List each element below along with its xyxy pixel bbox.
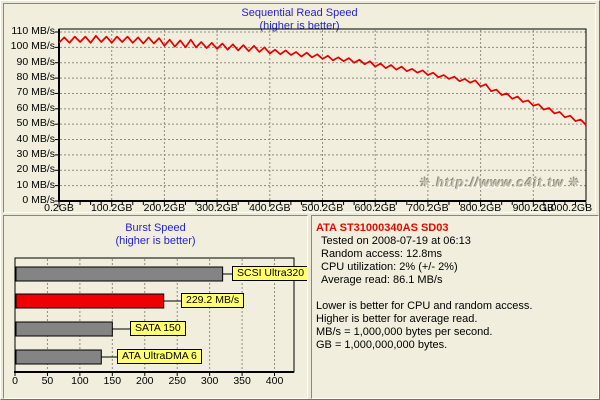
burst-bar: [15, 293, 165, 309]
burst-chart-subtitle: (higher is better): [115, 235, 196, 247]
burst-x-tick-label: 50: [41, 375, 54, 387]
x-axis-tick-label: 800.2GB: [459, 202, 502, 213]
note-mbs-definition: MB/s = 1,000,000 bytes per second.: [316, 326, 493, 338]
drive-model-title: ATA ST31000340AS SD03: [316, 222, 449, 234]
burst-bar: [15, 266, 224, 282]
read-chart-title: Sequential Read Speed: [241, 7, 358, 19]
x-axis-tick-label: 0.2GB: [44, 202, 74, 213]
sequential-read-chart-panel: Sequential Read Speed (higher is better)…: [3, 3, 596, 213]
burst-speed-chart-panel: Burst Speed (higher is better) 0 50 100 150…: [3, 215, 308, 399]
y-axis-tick-label: 20 MB/s: [16, 163, 55, 176]
burst-speed-plot: [14, 257, 295, 376]
burst-reference-label: ATA UltraDMA 6: [117, 349, 202, 364]
y-axis-tick-label: 10 MB/s: [16, 178, 55, 191]
burst-reference-label: SATA 150: [130, 321, 186, 336]
burst-x-tick-label: 250: [168, 375, 186, 387]
burst-chart-title: Burst Speed: [125, 222, 186, 234]
y-axis-tick-label: 0 MB/s: [22, 194, 55, 206]
info-random-access: Random access: 12.8ms: [321, 248, 443, 260]
read-speed-line: [58, 34, 587, 126]
burst-x-tick-label: 350: [233, 375, 251, 387]
read-speed-plot: [55, 28, 587, 207]
x-axis-tick-label: 300.2GB: [196, 202, 238, 213]
info-spacer: [316, 287, 594, 300]
y-axis-tick-label: 60 MB/s: [16, 101, 55, 114]
x-axis-tick-label: 400.2GB: [249, 202, 291, 213]
note-lower-better: Lower is better for CPU and random acces…: [316, 300, 533, 312]
x-axis-tick-label: 100.2GB: [90, 202, 133, 213]
drive-info-panel: ATA ST31000340AS SD03 Tested on 2008-07-…: [311, 215, 599, 399]
y-axis-tick-label: 100 MB/s: [10, 40, 55, 53]
note-gb-definition: GB = 1,000,000,000 bytes.: [316, 339, 448, 351]
burst-x-tick-label: 100: [71, 375, 89, 387]
y-axis-tick-label: 30 MB/s: [16, 147, 55, 160]
burst-bar: [15, 321, 113, 337]
y-axis-tick-label: 40 MB/s: [16, 132, 55, 145]
y-axis-tick-label: 70 MB/s: [16, 86, 55, 99]
burst-x-tick-label: 400: [265, 375, 284, 387]
x-axis-tick-label: 500.2GB: [301, 202, 344, 213]
burst-x-tick-label: 200: [136, 375, 154, 387]
y-axis-tick-label: 50 MB/s: [16, 117, 55, 130]
info-cpu-utilization: CPU utilization: 2% (+/- 2%): [321, 261, 458, 273]
x-axis-tick-label: 200.2GB: [143, 202, 186, 213]
info-average-read: Average read: 86.1 MB/s: [321, 274, 443, 286]
watermark: ❋ http://www.c4it.tw ❋: [419, 175, 581, 190]
x-axis-tick-label: 600.2GB: [354, 202, 396, 213]
y-axis-tick-label: 90 MB/s: [16, 55, 55, 68]
y-axis-tick-label: 110 MB/s: [11, 25, 55, 37]
note-higher-better: Higher is better for average read.: [316, 313, 478, 325]
y-axis-tick-label: 80 MB/s: [16, 71, 55, 84]
burst-bar: [15, 349, 102, 365]
x-axis-tick-label: 900.2GB: [512, 202, 555, 213]
x-axis-tick-label: 700.2GB: [407, 202, 449, 213]
burst-reference-label: SCSI Ultra320: [232, 266, 307, 281]
burst-x-tick-label: 150: [103, 375, 122, 387]
info-tested-on: Tested on 2008-07-19 at 06:13: [321, 235, 471, 247]
burst-x-tick-label: 300: [200, 375, 219, 387]
burst-x-tick-label: 0: [12, 375, 18, 387]
burst-value-label: 229.2 MB/s: [181, 293, 245, 308]
x-axis-tick-label: 1,000.2GB: [541, 202, 593, 213]
